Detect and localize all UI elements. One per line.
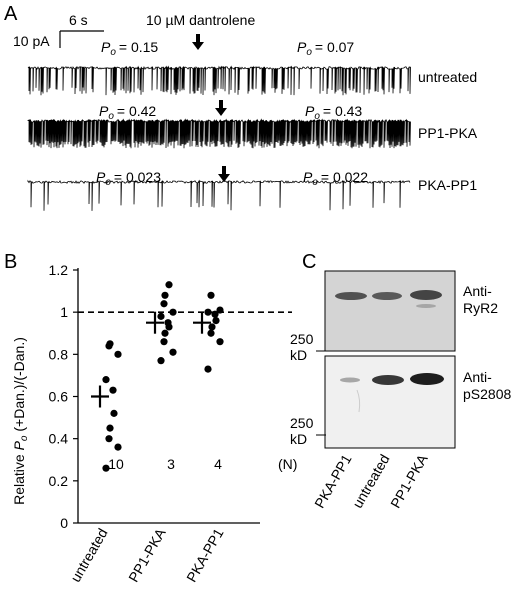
scatter-chart: 0 0.2 0.4 0.6 0.8 1 1.2 10 3 4: [49, 262, 292, 531]
y-tick-label: 1: [60, 304, 68, 320]
trace-label-pka-pp1: PKA-PP1: [418, 177, 477, 193]
y-tick-label: 0.2: [49, 473, 69, 489]
po-after-pp1pka: Po = 0.43: [305, 103, 362, 122]
blot2-label: pS2808: [463, 386, 511, 402]
data-point: [157, 312, 165, 320]
trace-path: [27, 118, 411, 149]
panel-c-label: C: [302, 251, 316, 273]
drug-label: 10 µM dantrolene: [146, 12, 255, 28]
western-blot-ps2808: [324, 355, 456, 449]
lane-label: untreated: [349, 452, 392, 511]
category-label: PP1-PKA: [125, 525, 169, 585]
y-tick-label: 0.6: [49, 389, 69, 405]
data-point: [106, 424, 114, 432]
data-point: [160, 338, 168, 346]
blot2-label: Anti-: [463, 369, 492, 385]
data-point: [169, 348, 177, 356]
data-point: [109, 386, 117, 394]
data-point: [165, 281, 173, 289]
data-point: [114, 443, 122, 451]
data-point: [212, 317, 220, 325]
scale-time-label: 6 s: [69, 12, 88, 28]
data-point: [211, 310, 219, 318]
panel-b-label: B: [4, 251, 17, 273]
n-value: 3: [167, 456, 175, 472]
po-before-untreated: Po = 0.15: [101, 39, 158, 58]
trace-untreated: [27, 65, 411, 96]
trace-label-untreated: untreated: [418, 69, 477, 85]
po-before-pkapp1: Po = 0.023: [96, 169, 161, 188]
trace-pp1-pka: [27, 118, 411, 149]
data-point: [169, 308, 177, 316]
data-point: [157, 357, 165, 365]
data-point: [207, 329, 215, 337]
y-tick-label: 0: [60, 515, 68, 531]
data-point: [114, 350, 122, 358]
data-point: [161, 329, 169, 337]
panel-a-label: A: [4, 3, 18, 25]
data-point: [216, 306, 224, 314]
trace-pka-pp1: [27, 179, 411, 211]
po-after-untreated: Po = 0.07: [297, 39, 354, 58]
po-after-pkapp1: Po = 0.022: [303, 169, 368, 188]
data-point: [161, 291, 169, 299]
lane-label: PKA-PP1: [311, 451, 355, 510]
data-point: [164, 319, 172, 327]
data-point: [105, 435, 113, 443]
mw-marker: 250: [290, 331, 314, 347]
y-axis-label: Relative Po (+Dan.)/(-Dan.): [11, 337, 30, 505]
n-value: 10: [108, 456, 124, 472]
data-point: [204, 365, 212, 373]
data-point: [207, 291, 215, 299]
y-tick-label: 0.4: [49, 431, 69, 447]
arrow-down-icon: [215, 100, 227, 116]
data-point: [106, 340, 114, 348]
blot1-label: RyR2: [463, 300, 498, 316]
mw-marker-unit: kD: [290, 431, 307, 447]
blot1-label: Anti-: [463, 283, 492, 299]
lane-label: PP1-PKA: [387, 451, 431, 511]
data-point: [110, 409, 118, 417]
western-blot-ryr2: [324, 270, 456, 352]
scale-bar: [59, 30, 104, 48]
arrow-down-icon: [192, 34, 204, 50]
svg-text:Relative Po (+Dan.)/(-Dan.): Relative Po (+Dan.)/(-Dan.): [11, 337, 30, 505]
data-point: [160, 300, 168, 308]
n-label: (N): [278, 456, 297, 472]
po-before-pp1pka: Po = 0.42: [99, 103, 156, 122]
trace-path: [27, 65, 411, 96]
scale-current-label: 10 pA: [13, 33, 50, 49]
arrow-down-icon: [218, 166, 230, 182]
trace-label-pp1-pka: PP1-PKA: [418, 125, 478, 141]
data-point: [102, 376, 110, 384]
data-point: [102, 464, 110, 472]
data-point: [208, 323, 216, 331]
y-tick-label: 1.2: [49, 262, 69, 278]
category-label: PKA-PP1: [183, 525, 227, 584]
category-label: untreated: [67, 526, 110, 585]
trace-path: [27, 179, 411, 211]
n-value: 4: [214, 456, 222, 472]
mw-marker-unit: kD: [290, 347, 307, 363]
mw-marker: 250: [290, 415, 314, 431]
y-tick-label: 0.8: [49, 346, 69, 362]
data-point: [216, 338, 224, 346]
data-point: [204, 308, 212, 316]
